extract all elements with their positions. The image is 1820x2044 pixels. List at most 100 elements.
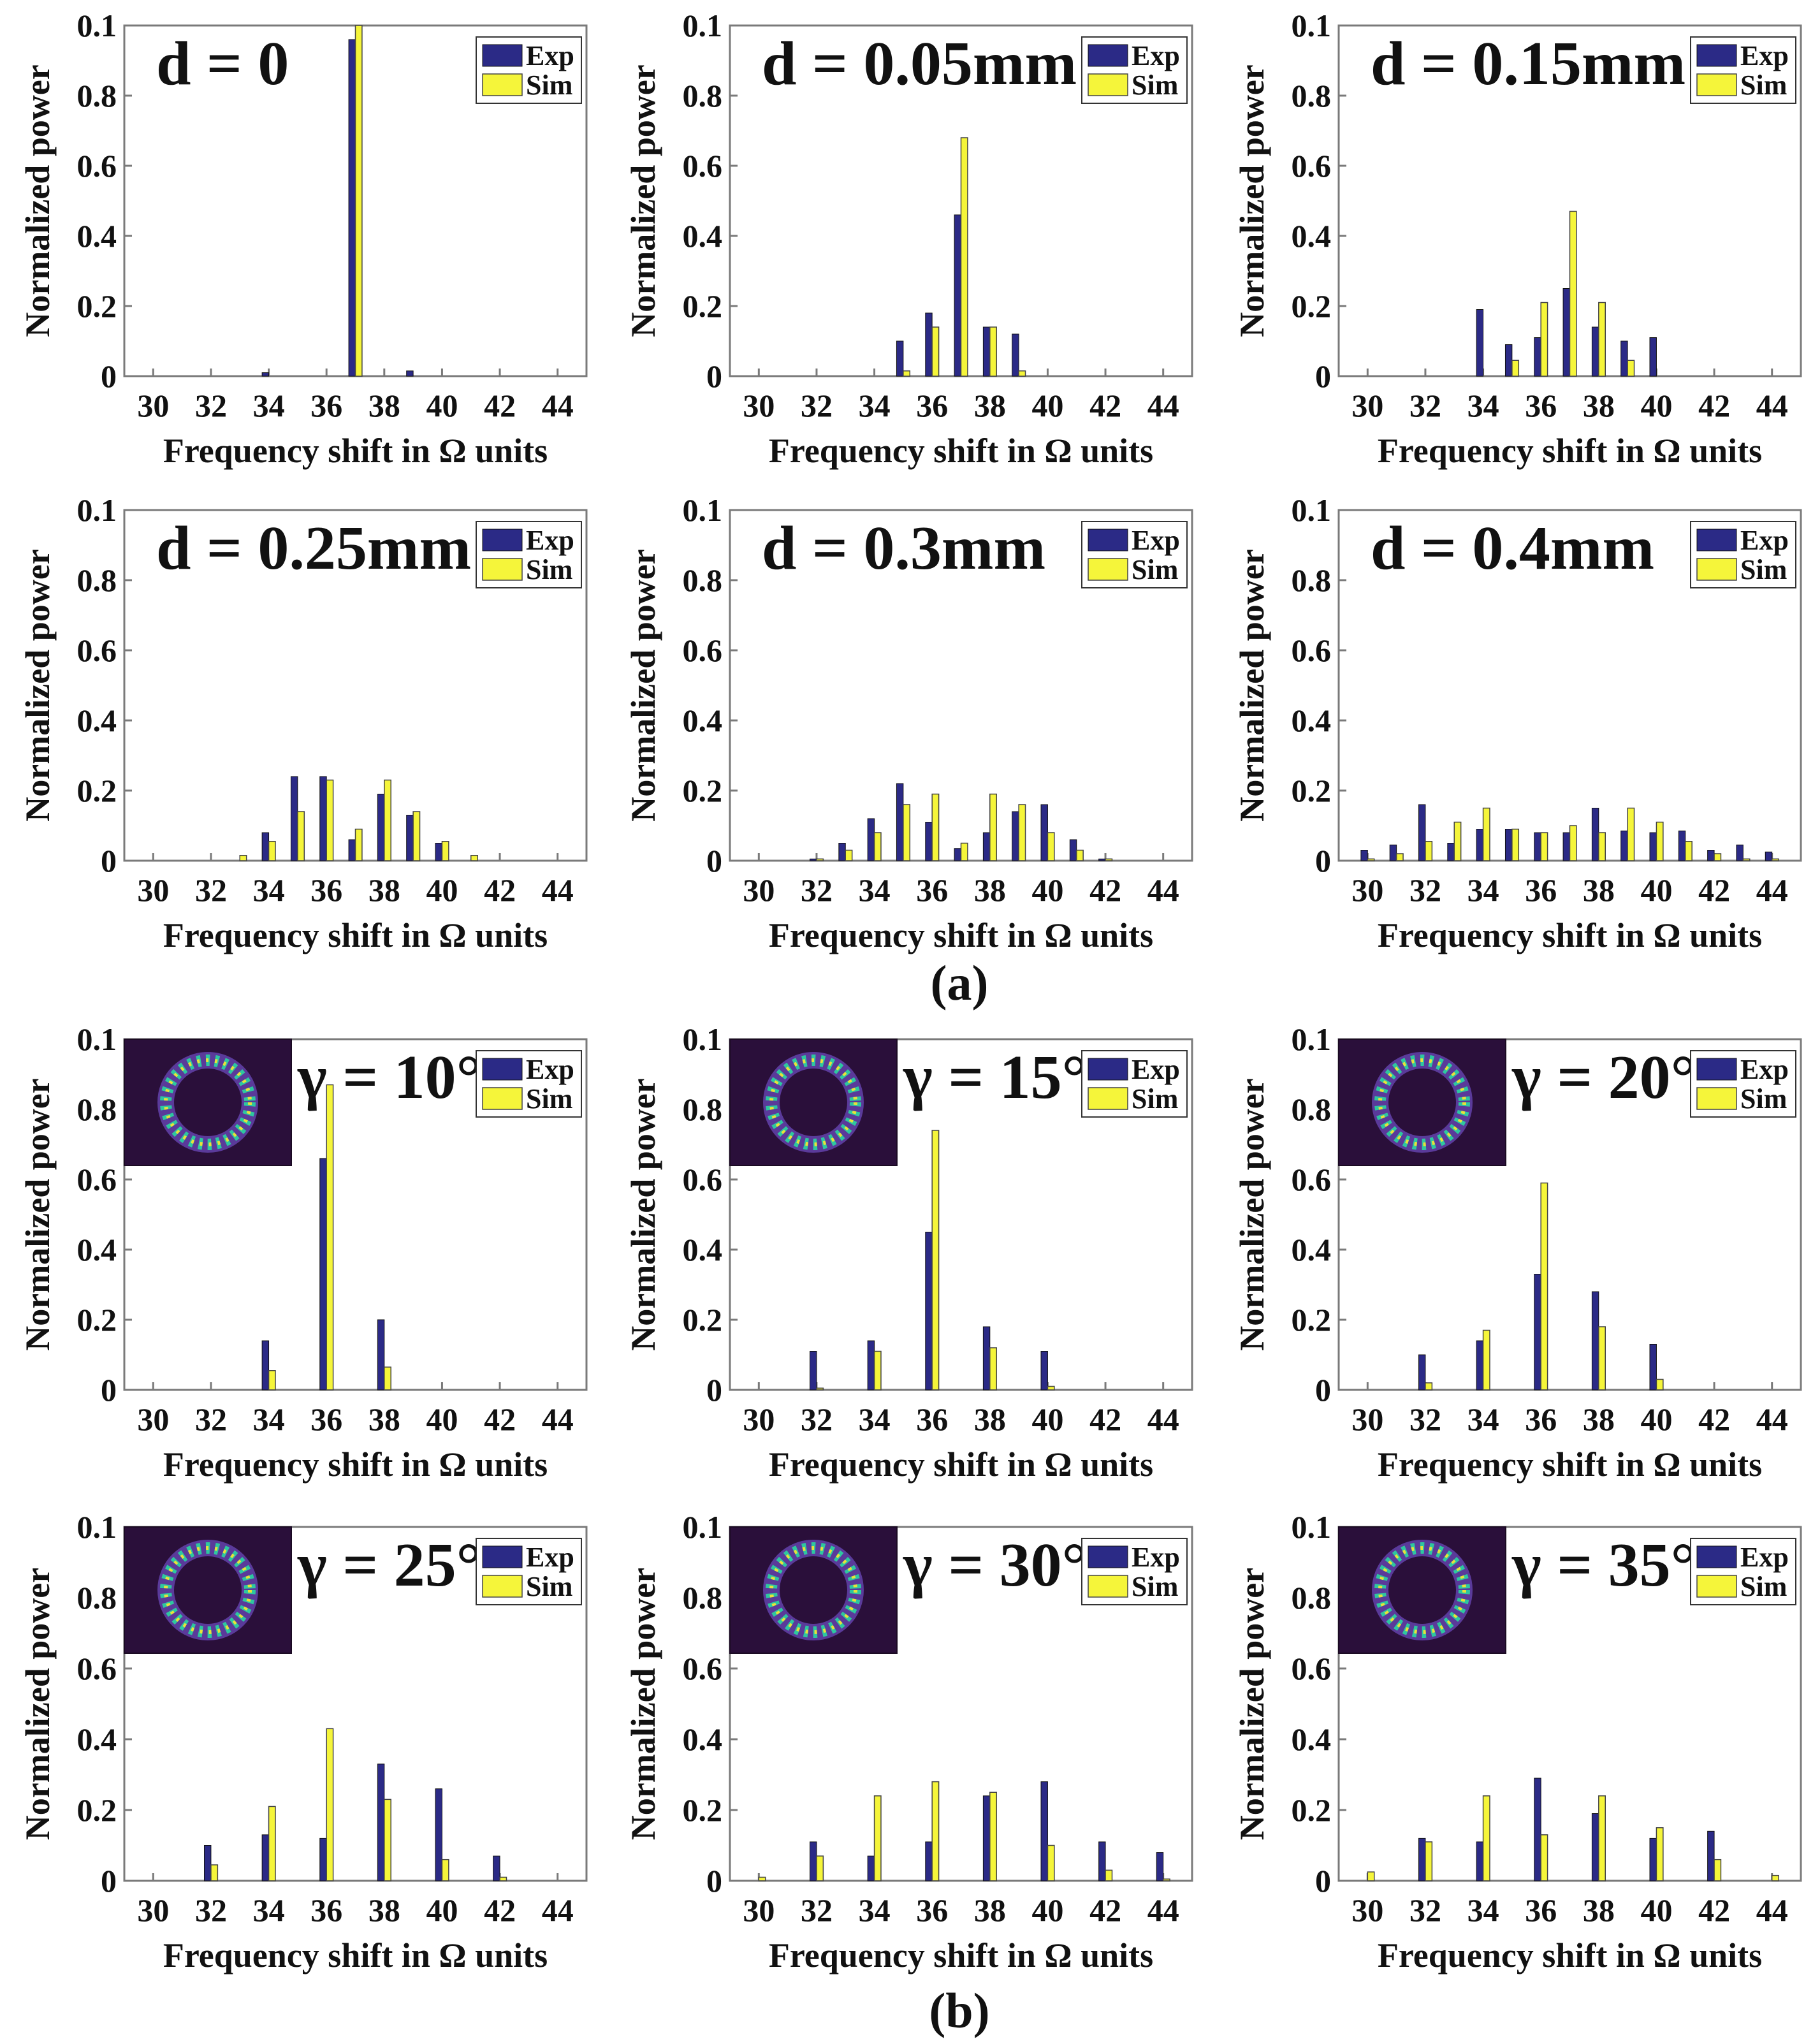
x-axis-label: Frequency shift in Ω units xyxy=(163,432,548,470)
panel-title: d = 0.4mm xyxy=(1371,514,1654,583)
bar-sim xyxy=(412,811,421,861)
bar-exp xyxy=(925,822,933,861)
x-tick-label: 40 xyxy=(426,1401,458,1437)
y-tick-label: 0 xyxy=(706,1863,722,1899)
legend-swatch-sim xyxy=(1088,558,1128,581)
bar-exp xyxy=(1012,333,1019,377)
inset-ring-peaks xyxy=(164,1546,252,1634)
x-tick-label: 44 xyxy=(1756,1892,1788,1928)
bar-exp xyxy=(982,326,991,377)
legend-swatch-exp xyxy=(1088,1058,1128,1081)
inset-ring-image xyxy=(124,1526,292,1654)
x-tick-label: 40 xyxy=(1640,872,1672,908)
x-tick-label: 30 xyxy=(137,388,169,423)
y-tick-label: 0.1 xyxy=(1292,492,1332,528)
x-tick-label: 34 xyxy=(1467,388,1499,423)
x-tick-label: 42 xyxy=(1698,1892,1730,1928)
bar-sim xyxy=(816,1855,824,1881)
bar-sim xyxy=(1714,1858,1722,1881)
x-tick-label: 34 xyxy=(1467,1401,1499,1437)
y-tick-label: 0.4 xyxy=(1292,1232,1332,1267)
x-tick-label: 40 xyxy=(1640,1401,1672,1437)
x-tick-label: 44 xyxy=(1756,388,1788,423)
inset-ring-image xyxy=(729,1039,898,1166)
x-tick-label: 36 xyxy=(916,388,948,423)
y-tick-label: 0.8 xyxy=(77,562,117,598)
x-tick-label: 40 xyxy=(1640,1892,1672,1928)
bar-exp xyxy=(925,1841,933,1881)
y-tick-label: 0.8 xyxy=(1292,562,1332,598)
x-tick-label: 44 xyxy=(542,388,574,423)
y-tick-label: 0.8 xyxy=(77,1091,117,1127)
y-tick-label: 0.8 xyxy=(1292,1580,1332,1616)
bar-exp xyxy=(925,312,933,377)
x-tick-label: 32 xyxy=(1409,872,1441,908)
bar-sim xyxy=(1742,858,1751,861)
y-tick-label: 0.1 xyxy=(77,8,117,43)
chart-panel: 0 0.2 0.4 0.6 0.8 0.1 30 32 34 36 38 40 42 44 Frequenc… xyxy=(18,492,588,954)
x-axis-label: Frequency shift in Ω units xyxy=(769,1445,1153,1484)
y-tick-label: 0 xyxy=(101,1863,117,1899)
x-axis-label: Frequency shift in Ω units xyxy=(163,1445,548,1484)
bar-sim xyxy=(1540,302,1548,377)
bar-exp xyxy=(1591,1813,1599,1881)
bar-exp xyxy=(954,848,961,861)
x-tick-label: 38 xyxy=(368,388,400,423)
bar-sim xyxy=(989,326,997,377)
caption-b: (b) xyxy=(929,1983,989,2038)
bar-sim xyxy=(1540,832,1548,861)
legend-label-sim: Sim xyxy=(1740,554,1787,585)
x-tick-label: 40 xyxy=(426,1892,458,1928)
x-axis-label: Frequency shift in Ω units xyxy=(163,1936,548,1975)
legend-label-exp: Exp xyxy=(1740,1542,1789,1573)
chart-panel: 0 0.2 0.4 0.6 0.8 0.1 30 32 34 36 38 40 42 44 Frequenc… xyxy=(1233,1021,1802,1484)
x-tick-label: 34 xyxy=(859,872,891,908)
x-tick-label: 34 xyxy=(1467,1892,1499,1928)
x-tick-label: 42 xyxy=(484,1892,516,1928)
y-tick-label: 0 xyxy=(101,1372,117,1408)
y-tick-label: 0.6 xyxy=(683,1162,723,1197)
legend-label-exp: Exp xyxy=(1132,1054,1180,1085)
bar-sim xyxy=(1540,1182,1548,1391)
x-tick-label: 40 xyxy=(1031,1401,1063,1437)
legend-label-exp: Exp xyxy=(526,1054,574,1085)
y-axis-label: Normalized power xyxy=(624,1568,662,1840)
legend-swatch-exp xyxy=(1088,44,1128,67)
x-tick-label: 34 xyxy=(859,388,891,423)
bar-exp xyxy=(1418,1354,1426,1391)
bar-exp xyxy=(954,214,961,377)
x-tick-label: 38 xyxy=(974,1892,1006,1928)
y-tick-label: 0.6 xyxy=(1292,1651,1332,1686)
y-axis-label: Normalized power xyxy=(624,64,662,337)
legend-swatch-exp xyxy=(1088,529,1128,551)
legend-swatch-exp xyxy=(1696,44,1737,67)
y-axis-label: Normalized power xyxy=(624,1078,662,1350)
x-tick-label: 32 xyxy=(801,388,833,423)
bar-sim xyxy=(989,1347,997,1391)
y-tick-label: 0 xyxy=(1315,358,1331,394)
y-tick-label: 0 xyxy=(1315,1372,1331,1408)
inset-ring-image xyxy=(124,1039,292,1166)
legend-swatch-sim xyxy=(1696,558,1737,581)
bar-exp xyxy=(319,1837,327,1881)
legend-label-sim: Sim xyxy=(1132,69,1178,101)
bar-exp xyxy=(1534,832,1541,861)
x-tick-label: 34 xyxy=(859,1401,891,1437)
legend-label-exp: Exp xyxy=(1740,1054,1789,1085)
y-tick-label: 0 xyxy=(706,358,722,394)
bar-exp xyxy=(810,1841,817,1881)
y-axis-label: Normalized power xyxy=(18,549,57,821)
y-tick-label: 0.1 xyxy=(1292,8,1332,43)
bar-exp xyxy=(1418,1837,1426,1881)
bar-exp xyxy=(1069,839,1077,861)
bar-sim xyxy=(1162,1878,1170,1881)
chart-panel: 0 0.2 0.4 0.6 0.8 0.1 30 32 34 36 38 40 42 44 Frequenc… xyxy=(624,492,1193,954)
legend-label-sim: Sim xyxy=(1132,554,1178,585)
bar-sim xyxy=(989,1792,997,1881)
y-tick-label: 0.8 xyxy=(77,78,117,113)
inset-ring-peaks xyxy=(1378,1058,1466,1146)
bar-sim xyxy=(1569,210,1577,377)
legend-label-exp: Exp xyxy=(526,1542,574,1573)
